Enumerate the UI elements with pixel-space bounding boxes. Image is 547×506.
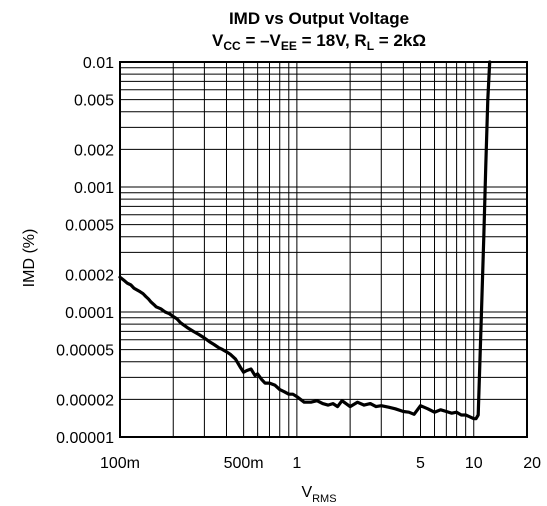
x-axis-label: VRMS xyxy=(301,484,336,505)
subtitle-eq1: = –V xyxy=(241,31,282,50)
y-tick-label: 0.00002 xyxy=(56,392,114,409)
y-tick-label: 0.0005 xyxy=(65,218,114,235)
y-tick-label: 0.00005 xyxy=(56,343,114,360)
x-tick-label: 10 xyxy=(465,455,483,472)
y-tick-label: 0.005 xyxy=(74,93,114,110)
x-tick-label: 100m xyxy=(100,455,140,472)
grid xyxy=(120,62,527,437)
x-axis-label-sub: RMS xyxy=(312,493,336,505)
y-tick-label: 0.0002 xyxy=(65,267,114,284)
subtitle-eq2: = 18V, R xyxy=(297,31,367,50)
x-tick-labels: 100m 500m 1 5 10 20 xyxy=(100,455,541,472)
subtitle-v: V xyxy=(212,31,224,50)
chart-subtitle: VCC = –VEE = 18V, RL = 2kΩ xyxy=(212,31,426,53)
series-layer xyxy=(118,60,492,421)
y-tick-label: 0.01 xyxy=(83,55,114,72)
y-tick-label: 0.0001 xyxy=(65,305,114,322)
x-tick-label: 20 xyxy=(523,455,541,472)
x-tick-label: 1 xyxy=(292,455,301,472)
imd-series-line xyxy=(118,60,492,421)
chart-title: IMD vs Output Voltage xyxy=(229,9,409,28)
subtitle-cc: CC xyxy=(223,39,241,53)
plot-frame xyxy=(119,61,528,438)
y-tick-labels: 0.01 0.005 0.002 0.001 0.0005 0.0002 0.0001 0.0… xyxy=(56,55,114,447)
y-tick-label: 0.001 xyxy=(74,180,114,197)
subtitle-l: L xyxy=(367,39,374,53)
y-axis-label: IMD (%) xyxy=(21,229,38,288)
subtitle-ee: EE xyxy=(281,39,297,53)
y-tick-label: 0.002 xyxy=(74,142,114,159)
x-tick-label: 500m xyxy=(224,455,264,472)
subtitle-eq3: = 2kΩ xyxy=(374,31,426,50)
y-tick-label: 0.00001 xyxy=(56,430,114,447)
x-axis-label-v: V xyxy=(301,484,312,501)
x-tick-label: 5 xyxy=(416,455,425,472)
